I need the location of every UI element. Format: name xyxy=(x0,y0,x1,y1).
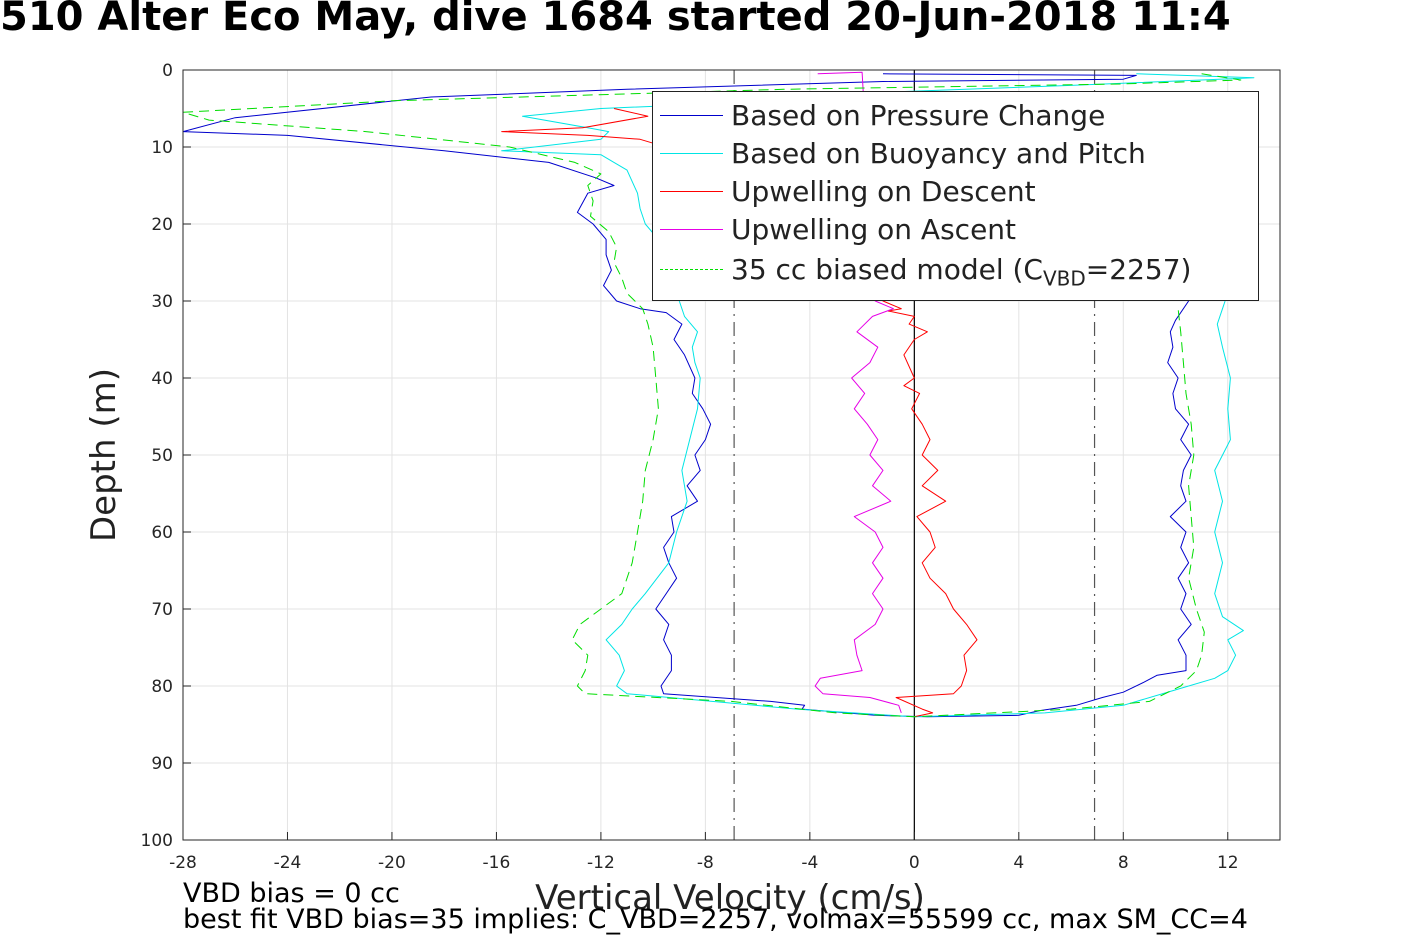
best-fit-note: best fit VBD bias=35 implies: C_VBD=2257… xyxy=(183,904,1248,935)
x-tick-label: -16 xyxy=(483,853,511,873)
legend-entry-ascent: Upwelling on Ascent xyxy=(653,210,1258,248)
series-line-3 xyxy=(814,71,902,714)
series-lines xyxy=(182,71,1255,718)
legend-label-model: 35 cc biased model (CVBD=2257) xyxy=(731,253,1191,291)
y-tick-label: 90 xyxy=(151,754,173,774)
legend-swatch-pressure xyxy=(660,115,723,116)
y-tick-label: 60 xyxy=(151,523,173,543)
x-tick-label: -4 xyxy=(801,853,818,873)
x-tick-label: -8 xyxy=(697,853,714,873)
x-axis-label: Vertical Velocity (cm/s) xyxy=(535,878,925,918)
tick-labels: -28 -24 -20 -16 -12 -8 -4 0 4 8 12 0 10 20 30 40 50 60 70 8… xyxy=(141,61,1239,873)
legend-entry-buoyancy: Based on Buoyancy and Pitch xyxy=(653,134,1258,172)
legend-entry-pressure: Based on Pressure Change xyxy=(653,96,1258,134)
y-tick-label: 20 xyxy=(151,215,173,235)
legend-swatch-model xyxy=(660,269,723,270)
x-tick-label: 4 xyxy=(1013,853,1024,873)
y-tick-label: 80 xyxy=(151,677,173,697)
legend-swatch-ascent xyxy=(660,229,723,230)
legend-label-buoyancy: Based on Buoyancy and Pitch xyxy=(731,137,1146,170)
y-tick-label: 10 xyxy=(151,138,173,158)
x-tick-label: -24 xyxy=(274,853,302,873)
vbd-bias-note: VBD bias = 0 cc xyxy=(183,878,400,909)
y-tick-label: 30 xyxy=(151,292,173,312)
y-axis-label: Depth (m) xyxy=(84,367,124,543)
x-tick-label: -28 xyxy=(169,853,197,873)
y-tick-label: 0 xyxy=(162,61,173,81)
chart-title: 510 Alter Eco May, dive 1684 started 20-… xyxy=(0,0,1231,40)
x-tick-label: 8 xyxy=(1118,853,1129,873)
legend: Based on Pressure Change Based on Buoyan… xyxy=(652,91,1259,301)
series-line-1 xyxy=(501,73,1255,718)
legend-label-model-suffix: =2257) xyxy=(1085,253,1192,286)
y-tick-label: 70 xyxy=(151,600,173,620)
y-tick-label: 100 xyxy=(141,831,173,851)
legend-label-pressure: Based on Pressure Change xyxy=(731,99,1106,132)
legend-swatch-buoyancy xyxy=(660,153,723,154)
series-line-4 xyxy=(182,73,1242,718)
legend-entry-model: 35 cc biased model (CVBD=2257) xyxy=(653,250,1258,291)
y-tick-label: 40 xyxy=(151,369,173,389)
y-tick-label: 50 xyxy=(151,446,173,466)
series-line-0 xyxy=(182,73,1192,718)
legend-label-descent: Upwelling on Descent xyxy=(731,175,1036,208)
legend-entry-descent: Upwelling on Descent xyxy=(653,172,1258,210)
legend-swatch-descent xyxy=(660,191,723,192)
legend-label-ascent: Upwelling on Ascent xyxy=(731,213,1017,246)
x-tick-label: 12 xyxy=(1217,853,1239,873)
legend-label-model-subscript: VBD xyxy=(1042,266,1086,291)
x-tick-label: -12 xyxy=(587,853,615,873)
x-tick-label: 0 xyxy=(909,853,920,873)
x-tick-label: -20 xyxy=(378,853,406,873)
legend-label-model-main: 35 cc biased model (C xyxy=(731,253,1043,286)
